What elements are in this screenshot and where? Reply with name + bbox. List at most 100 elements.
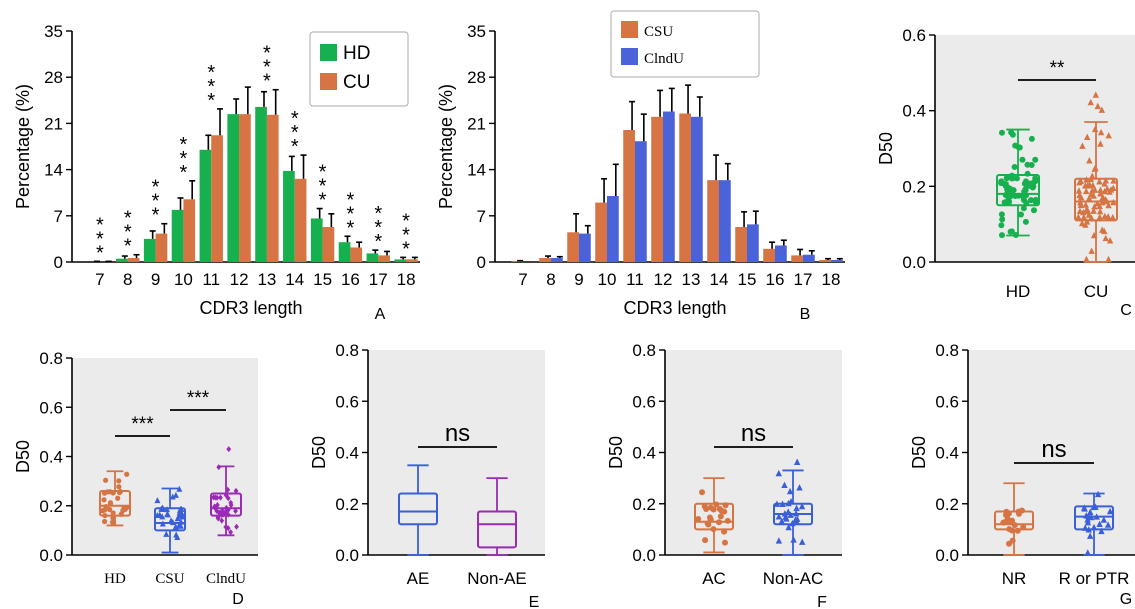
panel-label: D [232,591,244,608]
panel-label: A [375,306,386,323]
y-axis-label: D50 [13,440,33,473]
y-tick-label: 21 [467,114,486,133]
data-point [1085,194,1093,202]
legend-label-ClndU: ClndU [644,51,684,67]
data-point [785,499,792,507]
significance-star: * [291,136,299,158]
data-point [713,501,720,508]
x-tick-label: Non-AE [467,569,527,588]
x-tick-label: 17 [794,270,813,289]
data-point [1106,237,1114,244]
legend-box [610,10,760,78]
significance-star: * [263,71,271,93]
data-point [1096,207,1104,215]
significance-star: * [347,203,355,225]
x-tick-label: 14 [710,270,729,289]
legend-swatch-HD [320,44,337,61]
data-point [1006,198,1013,205]
y-tick-label: 0.2 [39,497,63,516]
data-point [174,534,181,541]
bar-CU [266,114,279,262]
x-tick-label: 13 [682,270,701,289]
data-point [1099,226,1106,233]
data-point [1107,186,1115,193]
data-point [110,515,116,521]
bar-CSU [735,227,747,262]
panel-G: ns [962,349,1135,556]
legend-swatch-ClndU [621,48,638,65]
data-point [163,530,170,537]
data-point [1022,218,1029,225]
data-point [177,518,184,525]
significance-star: * [180,162,188,184]
y-tick-label: 0 [54,253,63,272]
y-tick-label: 0 [477,253,486,272]
data-point [1028,197,1035,204]
legend-label-CSU: CSU [644,24,673,40]
data-point [233,487,239,494]
data-point [219,511,224,518]
x-tick-label: 18 [397,270,416,289]
data-point [159,504,166,511]
bar-CSU [651,116,663,262]
x-tick-label: AE [407,569,430,588]
data-point [110,510,116,516]
data-point [1096,178,1103,185]
data-point [1092,91,1099,98]
data-point [790,536,797,543]
data-point [1011,522,1018,529]
data-point [1079,142,1086,149]
y-tick-label: 0.6 [902,26,926,45]
data-point [793,517,800,525]
bar-CSU [539,258,551,262]
data-point [225,486,231,493]
bar-CSU [763,248,775,262]
y-tick-label: 0.8 [39,349,63,368]
data-point [212,503,218,510]
data-point [1096,202,1103,210]
box-CU [1074,177,1118,222]
bar-CSU [595,202,607,262]
data-point [781,481,788,488]
data-point [1088,247,1095,254]
data-point [215,502,220,509]
bar-ClndU [551,258,563,262]
data-point [724,517,731,524]
y-tick-label: 0.4 [902,102,926,121]
y-tick-label: 0.0 [335,546,359,565]
data-point [721,528,728,535]
data-point [1009,131,1016,138]
data-point [1093,513,1100,520]
bar-CSU [567,232,579,262]
data-point [223,523,229,530]
bar-CU [378,255,390,262]
data-point [176,509,183,516]
data-point [110,519,117,525]
data-point [1002,519,1009,526]
data-point [107,506,113,513]
panel-C: ** [929,34,1135,263]
data-point [1080,213,1088,221]
data-point [1088,187,1096,194]
data-point [1006,540,1013,547]
y-tick-label: 35 [467,22,486,41]
bar-ClndU [635,141,647,262]
data-point [1015,144,1022,151]
significance-star: * [319,176,327,198]
x-tick-label: 11 [202,270,220,289]
x-tick-label: 15 [738,270,757,289]
data-point [1020,205,1027,212]
data-point [220,508,226,515]
data-point [695,515,702,522]
data-point [796,484,803,491]
data-point [783,515,790,522]
bar-CU [406,259,418,262]
panel-E: ns [362,349,545,556]
x-tick-label: 12 [654,270,673,289]
data-point [234,523,239,530]
data-point [1002,183,1009,190]
data-point [174,515,181,522]
x-tick-label: ClndU [206,571,246,587]
data-point [701,503,708,510]
panel-label: F [817,594,827,609]
